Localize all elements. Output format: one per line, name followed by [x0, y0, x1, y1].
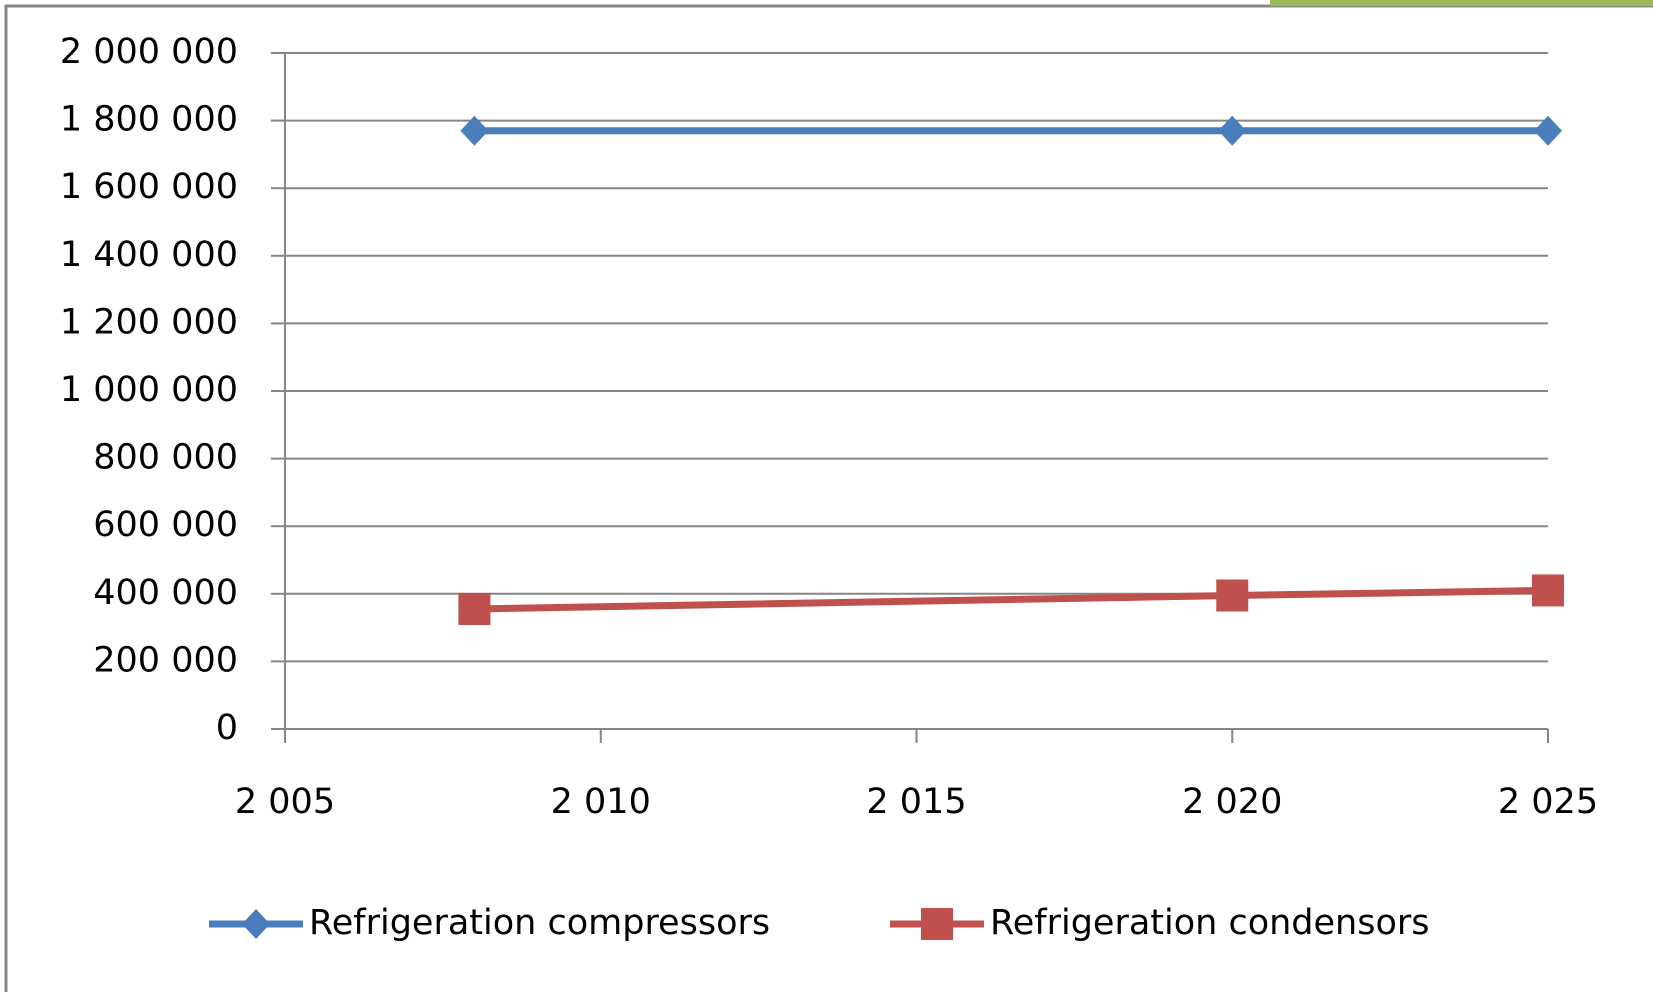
- x-tick-label: 2 020: [1182, 782, 1282, 822]
- y-tick-label: 1 600 000: [60, 167, 238, 207]
- x-tick-label: 2 010: [551, 782, 651, 822]
- data-point: [1534, 115, 1562, 146]
- y-tick-label: 600 000: [93, 505, 238, 545]
- data-point: [460, 115, 489, 146]
- y-tick-label: 1 800 000: [60, 100, 238, 140]
- legend-marker: [921, 908, 953, 940]
- chart-frame: [4, 4, 1653, 992]
- corner-accent: [1270, 0, 1653, 6]
- y-tick-label: 1 400 000: [60, 235, 238, 275]
- y-tick-label: 1 200 000: [60, 302, 238, 342]
- y-tick-label: 1 000 000: [60, 370, 238, 410]
- data-point: [1218, 115, 1247, 146]
- y-tick-label: 2 000 000: [60, 32, 238, 72]
- y-tick-label: 400 000: [93, 573, 238, 613]
- x-tick-label: 2 005: [235, 782, 335, 822]
- x-tick-label: 2 025: [1498, 782, 1598, 822]
- data-point: [1216, 579, 1249, 612]
- y-tick-label: 0: [216, 708, 238, 748]
- y-tick-label: 200 000: [93, 640, 238, 680]
- data-point: [458, 593, 491, 626]
- y-tick-label: 800 000: [93, 438, 238, 478]
- legend-label: Refrigeration condensors: [990, 903, 1430, 943]
- x-tick-label: 2 015: [866, 782, 966, 822]
- data-point: [1532, 574, 1564, 607]
- legend-label: Refrigeration compressors: [309, 903, 770, 943]
- legend-marker: [242, 909, 270, 939]
